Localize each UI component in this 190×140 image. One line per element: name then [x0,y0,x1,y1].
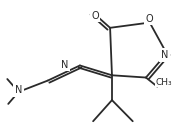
Text: O: O [91,11,99,21]
Text: O: O [146,14,154,24]
Text: N: N [161,50,169,60]
Text: N: N [15,85,22,95]
Text: N: N [61,60,69,70]
Text: CH₃: CH₃ [155,78,172,87]
